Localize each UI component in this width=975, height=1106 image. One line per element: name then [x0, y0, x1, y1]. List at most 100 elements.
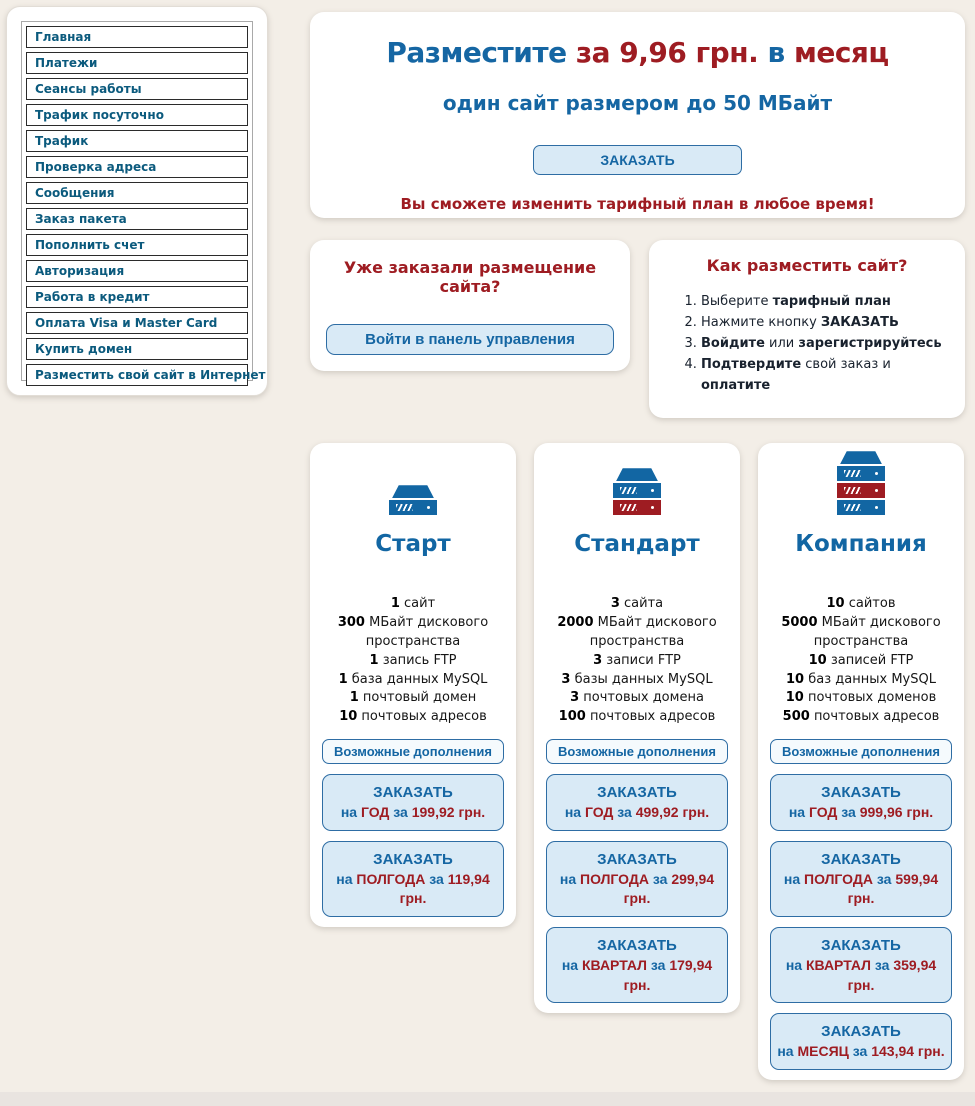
- order-button-action: ЗАКАЗАТЬ: [597, 784, 677, 802]
- order-price: 999,96 грн.: [859, 804, 934, 821]
- sidebar-menu-item[interactable]: Проверка адреса: [26, 156, 248, 178]
- server-icon: [770, 449, 952, 516]
- plan-spec-line: 1 запись FTP: [322, 652, 504, 671]
- server-unit-icon: [389, 500, 437, 516]
- sidebar-menu-item[interactable]: Пополнить счет: [26, 234, 248, 256]
- spec-number: 3: [561, 671, 571, 687]
- pricing-row: Старт 1 сайт 300 МБайт дискового простра…: [310, 443, 965, 1080]
- sidebar-menu-item[interactable]: Авторизация: [26, 260, 248, 282]
- sidebar-menu-item[interactable]: Трафик: [26, 130, 248, 152]
- order-button[interactable]: ЗАКАЗАТЬ на ПОЛГОДА за 599,94 грн.: [770, 840, 952, 917]
- sidebar-menu-item[interactable]: Оплата Visa и Master Card: [26, 312, 248, 334]
- order-word: за: [874, 956, 890, 973]
- spec-text: базы данных MySQL: [574, 671, 713, 687]
- plan-specs: 10 сайтов 5000 МБайт дискового пространс…: [770, 595, 952, 727]
- hero-title-price: за 9,96 грн.: [575, 36, 759, 69]
- plan-name: Стандарт: [574, 531, 700, 558]
- spec-number: 10: [785, 690, 804, 706]
- addons-button[interactable]: Возможные дополнения: [546, 739, 728, 765]
- spec-text: сайт: [404, 596, 436, 612]
- order-button[interactable]: ЗАКАЗАТЬ на ГОД за 499,92 грн.: [546, 774, 728, 831]
- spec-number: 1: [390, 596, 400, 612]
- sidebar-menu-item[interactable]: Сообщения: [26, 182, 248, 204]
- order-button[interactable]: ЗАКАЗАТЬ на КВАРТАЛ за 359,94 грн.: [770, 926, 952, 1004]
- howto-card: Как разместить сайт? Выберите тарифный п…: [649, 240, 965, 419]
- hero-note: Вы сможете изменить тарифный план в любо…: [400, 195, 875, 213]
- sidebar-menu-item[interactable]: Работа в кредит: [26, 286, 248, 308]
- spec-number: 1: [349, 690, 359, 706]
- order-button[interactable]: ЗАКАЗАТЬ на МЕСЯЦ за 143,94 грн.: [770, 1013, 952, 1070]
- howto-step: Нажмите кнопку ЗАКАЗАТЬ: [701, 312, 947, 333]
- plan-spec-line: 5000 МБайт дискового пространства: [770, 614, 952, 652]
- order-button-terms: на ПОЛГОДА за 599,94 грн.: [773, 870, 949, 909]
- order-button-terms: на ПОЛГОДА за 299,94 грн.: [549, 870, 725, 909]
- order-button[interactable]: ЗАКАЗАТЬ на ГОД за 199,92 грн.: [322, 774, 504, 831]
- howto-step: Войдите или зарегистрируйтесь: [701, 333, 947, 354]
- sidebar-menu-item[interactable]: Заказ пакета: [26, 208, 248, 230]
- order-button[interactable]: ЗАКАЗАТЬ на ПОЛГОДА за 299,94 грн.: [546, 840, 728, 917]
- order-button-action: ЗАКАЗАТЬ: [821, 936, 901, 954]
- addons-button[interactable]: Возможные дополнения: [770, 739, 952, 765]
- sidebar-menu-item[interactable]: Главная: [26, 26, 248, 48]
- order-word: за: [650, 956, 666, 973]
- order-button-terms: на КВАРТАЛ за 179,94 грн.: [549, 956, 725, 995]
- howto-card-title: Как разместить сайт?: [706, 256, 908, 275]
- hero-subtitle: один сайт размером до 50 МБайт: [442, 91, 833, 115]
- plan-spec-line: 3 записи FTP: [546, 652, 728, 671]
- howto-step: Выберите тарифный план: [701, 291, 947, 312]
- plan-spec-line: 1 почтовый домен: [322, 689, 504, 708]
- spec-text: база данных MySQL: [351, 671, 488, 687]
- sidebar: Главная Платежи Сеансы работы Трафик пос…: [6, 6, 268, 396]
- order-price: 599,94 грн.: [847, 870, 939, 907]
- login-button[interactable]: Войти в панель управления: [326, 324, 614, 355]
- order-button-terms: на ГОД за 199,92 грн.: [325, 803, 501, 823]
- order-word: на: [785, 956, 803, 973]
- server-units: [389, 498, 437, 516]
- spec-number: 300: [337, 615, 365, 631]
- spec-text: МБайт дискового пространства: [365, 615, 489, 649]
- step-bold-text: Подтвердите: [701, 357, 802, 373]
- plan-card: Компания 10 сайтов 5000 МБайт дискового …: [758, 443, 964, 1080]
- hero-title-part: Разместите: [386, 36, 567, 69]
- order-word: на: [561, 956, 579, 973]
- server-unit-icon: [613, 500, 661, 516]
- order-period: КВАРТАЛ: [805, 956, 871, 973]
- hero-title-part: месяц: [793, 36, 889, 69]
- plan-spec-line: 1 база данных MySQL: [322, 671, 504, 690]
- order-period: ПОЛГОДА: [580, 870, 649, 887]
- sidebar-menu-item[interactable]: Сеансы работы: [26, 78, 248, 100]
- order-buttons: ЗАКАЗАТЬ на ГОД за 999,96 грн. ЗАКАЗАТЬ …: [770, 764, 952, 1070]
- sidebar-menu-item[interactable]: Платежи: [26, 52, 248, 74]
- order-word: на: [564, 804, 582, 821]
- hero-order-button[interactable]: ЗАКАЗАТЬ: [533, 145, 742, 175]
- order-button-terms: на ПОЛГОДА за 119,94 грн.: [325, 870, 501, 909]
- bottom-strip: [0, 1092, 975, 1106]
- hero-title-part: в: [767, 36, 785, 69]
- order-buttons: ЗАКАЗАТЬ на ГОД за 199,92 грн. ЗАКАЗАТЬ …: [322, 764, 504, 917]
- spec-text: МБайт дискового пространства: [813, 615, 941, 649]
- server-icon: [322, 449, 504, 516]
- order-button-action: ЗАКАЗАТЬ: [373, 784, 453, 802]
- spec-number: 3: [610, 596, 620, 612]
- addons-button[interactable]: Возможные дополнения: [322, 739, 504, 765]
- order-price: 499,92 грн.: [635, 804, 710, 821]
- spec-number: 1: [338, 671, 348, 687]
- spec-text: почтовый домен: [362, 690, 477, 706]
- spec-number: 2000: [557, 615, 594, 631]
- order-button[interactable]: ЗАКАЗАТЬ на ГОД за 999,96 грн.: [770, 774, 952, 831]
- order-button[interactable]: ЗАКАЗАТЬ на ПОЛГОДА за 119,94 грн.: [322, 840, 504, 917]
- order-period: КВАРТАЛ: [581, 956, 647, 973]
- spec-text: сайтов: [848, 596, 896, 612]
- order-word: за: [652, 870, 668, 887]
- order-button[interactable]: ЗАКАЗАТЬ на КВАРТАЛ за 179,94 грн.: [546, 926, 728, 1004]
- sidebar-menu-item[interactable]: Трафик посуточно: [26, 104, 248, 126]
- sidebar-menu-item[interactable]: Купить домен: [26, 338, 248, 360]
- order-word: за: [393, 804, 408, 821]
- order-word: на: [783, 870, 801, 887]
- step-text: свой заказ и: [801, 357, 891, 373]
- spec-text: почтовых домена: [583, 690, 704, 706]
- step-bold-text: Войдите: [701, 336, 765, 352]
- plan-name: Старт: [375, 531, 451, 558]
- step-text: Нажмите кнопку: [701, 315, 821, 331]
- sidebar-menu-item[interactable]: Разместить свой сайт в Интернет: [26, 364, 265, 386]
